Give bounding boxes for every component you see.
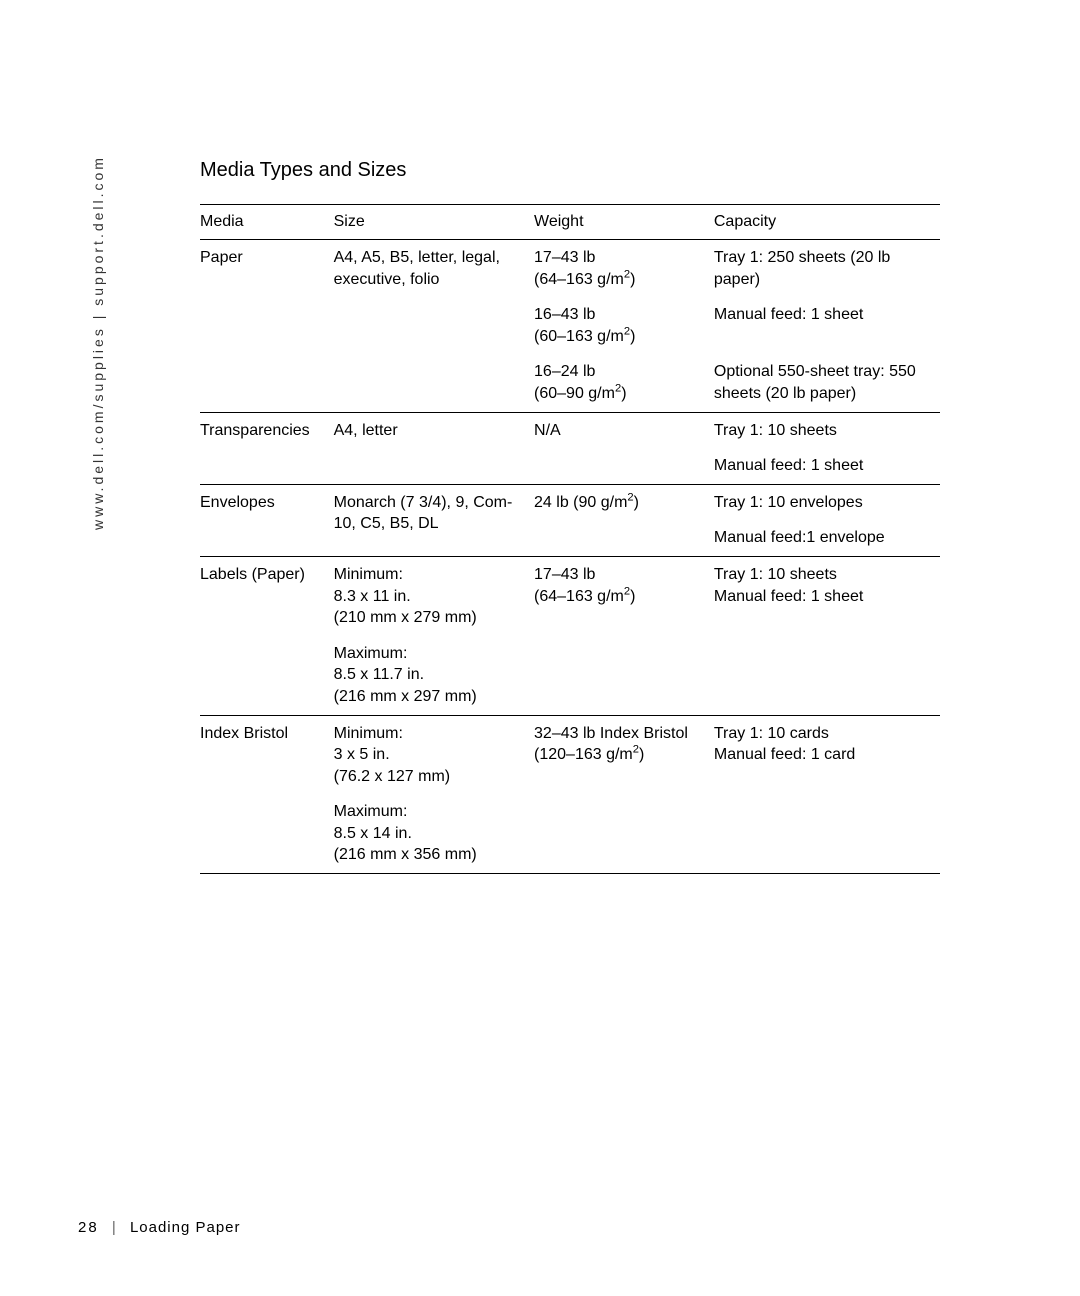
cell-capacity: Manual feed: 1 sheet xyxy=(714,448,940,484)
cell-size: Monarch (7 3/4), 9, Com-10, C5, B5, DL xyxy=(334,484,534,556)
cell-capacity: Optional 550-sheet tray: 550 sheets (20 … xyxy=(714,354,940,412)
table-row: Envelopes Monarch (7 3/4), 9, Com-10, C5… xyxy=(200,484,940,520)
page-number: 28 xyxy=(78,1219,99,1236)
size-line: 8.5 x 14 in. xyxy=(334,825,412,842)
weight-line: ) xyxy=(621,385,626,402)
cell-size: Maximum: 8.5 x 11.7 in. (216 mm x 297 mm… xyxy=(334,636,534,715)
size-line: 8.5 x 11.7 in. xyxy=(334,666,424,683)
cell-capacity: Manual feed:1 envelope xyxy=(714,520,940,556)
cell-capacity xyxy=(714,636,940,715)
size-line: 8.3 x 11 in. xyxy=(334,588,411,605)
cell-weight: 17–43 lb (64–163 g/m2) xyxy=(534,556,714,715)
weight-line: 32–43 lb Index Bristol xyxy=(534,725,688,742)
weight-line: (64–163 g/m xyxy=(534,271,624,288)
size-line: Minimum: xyxy=(334,566,403,583)
footer-separator: | xyxy=(112,1219,117,1236)
size-line: (216 mm x 297 mm) xyxy=(334,688,477,705)
cell-weight: 16–24 lb (60–90 g/m2) xyxy=(534,354,714,412)
weight-line: 24 lb (90 g/m xyxy=(534,494,627,511)
weight-line: ) xyxy=(630,271,635,288)
cell-weight: 32–43 lb Index Bristol (120–163 g/m2) xyxy=(534,715,714,874)
cell-capacity: Tray 1: 10 envelopes xyxy=(714,484,940,520)
header-size: Size xyxy=(334,205,534,240)
cell-media: Index Bristol xyxy=(200,715,334,874)
weight-line: 16–24 lb xyxy=(534,363,595,380)
footer-section: Loading Paper xyxy=(130,1219,241,1236)
cell-weight: 16–43 lb (60–163 g/m2) xyxy=(534,297,714,354)
cell-media: Transparencies xyxy=(200,412,334,484)
header-media: Media xyxy=(200,205,334,240)
weight-line: ) xyxy=(630,328,635,345)
cell-capacity: Manual feed: 1 sheet xyxy=(714,297,940,354)
header-capacity: Capacity xyxy=(714,205,940,240)
weight-line: ) xyxy=(634,494,639,511)
cell-size: A4, letter xyxy=(334,412,534,484)
capacity-line: Manual feed: 1 sheet xyxy=(714,588,863,605)
size-line: Maximum: xyxy=(334,803,408,820)
size-line: Minimum: xyxy=(334,725,403,742)
capacity-line: Tray 1: 10 sheets xyxy=(714,566,837,583)
weight-line: (120–163 g/m xyxy=(534,746,633,763)
cell-capacity: Tray 1: 250 sheets (20 lb paper) xyxy=(714,240,940,298)
content-area: Media Types and Sizes Media Size Weight … xyxy=(200,159,940,874)
weight-line: 17–43 lb xyxy=(534,566,595,583)
table-row: Paper A4, A5, B5, letter, legal, executi… xyxy=(200,240,940,298)
size-line: (216 mm x 356 mm) xyxy=(334,846,477,863)
cell-weight: N/A xyxy=(534,412,714,484)
cell-media: Envelopes xyxy=(200,484,334,556)
cell-capacity: Tray 1: 10 sheets xyxy=(714,412,940,448)
size-line: (76.2 x 127 mm) xyxy=(334,768,450,785)
cell-media: Paper xyxy=(200,240,334,413)
table-header-row: Media Size Weight Capacity xyxy=(200,205,940,240)
cell-capacity xyxy=(714,794,940,873)
weight-line: (60–90 g/m xyxy=(534,385,615,402)
page-footer: 28 | Loading Paper xyxy=(78,1219,241,1236)
weight-line: (60–163 g/m xyxy=(534,328,624,345)
header-weight: Weight xyxy=(534,205,714,240)
media-table: Media Size Weight Capacity Paper A4, A5,… xyxy=(200,204,940,874)
cell-size: Maximum: 8.5 x 14 in. (216 mm x 356 mm) xyxy=(334,794,534,873)
weight-line: ) xyxy=(630,588,635,605)
weight-line: 17–43 lb xyxy=(534,249,595,266)
cell-weight: 24 lb (90 g/m2) xyxy=(534,484,714,556)
cell-weight: 17–43 lb (64–163 g/m2) xyxy=(534,240,714,298)
size-line: 3 x 5 in. xyxy=(334,746,390,763)
capacity-line: Manual feed: 1 card xyxy=(714,746,855,763)
cell-size: Minimum: 8.3 x 11 in. (210 mm x 279 mm) xyxy=(334,556,534,635)
weight-line: (64–163 g/m xyxy=(534,588,624,605)
weight-line: 16–43 lb xyxy=(534,306,595,323)
weight-line: ) xyxy=(639,746,644,763)
capacity-line: Tray 1: 10 cards xyxy=(714,725,829,742)
table-row: Transparencies A4, letter N/A Tray 1: 10… xyxy=(200,412,940,448)
cell-capacity: Tray 1: 10 cards Manual feed: 1 card xyxy=(714,715,940,794)
table-row: Index Bristol Minimum: 3 x 5 in. (76.2 x… xyxy=(200,715,940,794)
cell-size: A4, A5, B5, letter, legal, executive, fo… xyxy=(334,240,534,413)
cell-size: Minimum: 3 x 5 in. (76.2 x 127 mm) xyxy=(334,715,534,794)
size-line: Maximum: xyxy=(334,645,408,662)
table-row: Labels (Paper) Minimum: 8.3 x 11 in. (21… xyxy=(200,556,940,635)
size-line: (210 mm x 279 mm) xyxy=(334,609,477,626)
cell-capacity: Tray 1: 10 sheets Manual feed: 1 sheet xyxy=(714,556,940,635)
side-url-text: www.dell.com/supplies | support.dell.com xyxy=(90,155,106,530)
cell-media: Labels (Paper) xyxy=(200,556,334,715)
section-title: Media Types and Sizes xyxy=(200,159,940,182)
